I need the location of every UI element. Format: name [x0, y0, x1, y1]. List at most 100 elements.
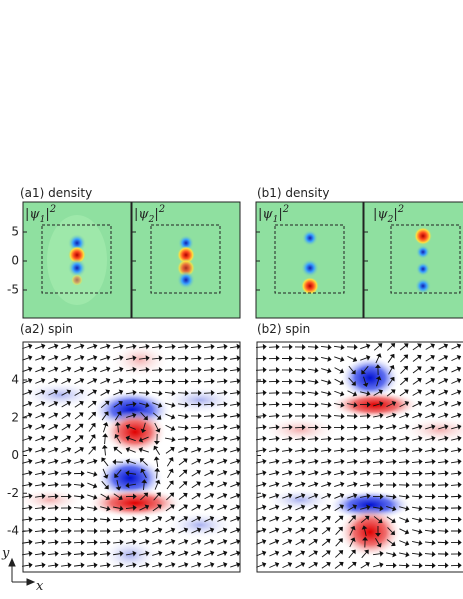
arrow-head [196, 469, 201, 475]
arrow-head [125, 435, 131, 442]
arrow-head [209, 527, 215, 533]
arrow-head [169, 504, 175, 510]
y-tick-label: 0 [11, 254, 19, 268]
arrow-head [170, 527, 176, 533]
arrow-head [444, 516, 449, 523]
arrow-head [366, 481, 371, 488]
arrow-head [54, 458, 59, 465]
arrow-head [314, 481, 319, 488]
arrow-head [197, 355, 202, 362]
arrow-head [53, 343, 59, 350]
arrow-head [365, 561, 370, 567]
arrow-head [183, 504, 188, 510]
arrow-head [366, 493, 371, 499]
arrow-head [114, 473, 119, 478]
arrow-head [184, 401, 189, 408]
arrow-head [445, 493, 449, 500]
arrow-head [301, 435, 306, 442]
arrow-head [443, 366, 449, 372]
arrow-head [78, 435, 84, 441]
arrow-head [209, 539, 215, 545]
arrow-head [198, 413, 202, 419]
arrow-head [275, 424, 280, 431]
arrow-head [66, 423, 71, 429]
panel-label: (b1) density [257, 186, 329, 200]
arrow-head [223, 366, 228, 373]
arrow-head [261, 527, 267, 534]
arrow-head [145, 562, 150, 568]
arrow-head [80, 458, 85, 465]
y-tick-label: 2 [11, 410, 19, 424]
arrow-head [80, 493, 85, 500]
arrow-head [392, 447, 397, 454]
arrow-head [236, 378, 241, 385]
arrow-head [313, 515, 318, 522]
arrow-head [223, 435, 228, 442]
arrow-head [170, 425, 176, 432]
arrow-head [392, 424, 397, 430]
arrow-head [338, 526, 343, 532]
arrow-head [379, 562, 384, 568]
arrow-head [444, 505, 449, 511]
arrow-head [184, 435, 189, 442]
arrow-head [79, 389, 84, 395]
arrow-head [287, 550, 293, 556]
arrow-head [157, 527, 163, 533]
arrow-head [418, 528, 423, 535]
arrow-head [66, 400, 71, 407]
arrow-head [393, 482, 397, 488]
arrow-head [53, 435, 59, 441]
arrow-head [66, 389, 72, 395]
arrow-head [183, 446, 189, 453]
arrow-head [301, 424, 306, 431]
arrow-head [262, 355, 267, 362]
arrow-head [132, 343, 137, 350]
arrow-head [274, 538, 280, 545]
arrow-head [390, 530, 396, 536]
arrow-head [158, 390, 163, 397]
arrow-head [327, 367, 332, 374]
arrow-head [132, 562, 137, 568]
arrow-head [171, 436, 176, 443]
spin-map [257, 342, 463, 572]
arrow-head [375, 533, 381, 537]
arrow-head [93, 516, 98, 523]
arrow-head [431, 505, 436, 512]
arrow-head [27, 401, 33, 407]
arrow-head [182, 458, 188, 464]
arrow-head [404, 540, 410, 546]
arrow-head [366, 458, 371, 465]
arrow-head [430, 400, 436, 407]
arrow-head [288, 458, 293, 465]
arrow-head [185, 378, 189, 385]
arrow-head [418, 493, 423, 500]
arrow-head [456, 401, 462, 407]
arrow-head [27, 378, 33, 384]
arrow-head [456, 389, 462, 395]
arrow-head [300, 493, 306, 499]
arrow-head [141, 479, 148, 484]
arrow-head [444, 528, 449, 535]
arrow-head [287, 527, 293, 533]
arrow-head [93, 550, 98, 557]
arrow-head [66, 446, 72, 453]
arrow-head [351, 369, 356, 375]
arrow-head [444, 447, 449, 454]
arrow-head [90, 434, 96, 439]
arrow-head [27, 366, 33, 373]
arrow-head [196, 481, 201, 487]
arrow-head [53, 389, 59, 395]
arrow-head [235, 516, 241, 522]
arrow-head [301, 413, 306, 419]
arrow-head [210, 366, 215, 373]
arrow-head [457, 493, 462, 500]
arrow-head [351, 380, 356, 386]
arrow-head [300, 561, 306, 568]
arrow-head [289, 390, 293, 396]
arrow-head [54, 516, 59, 523]
arrow-head [138, 437, 144, 443]
arrow-head [103, 474, 109, 479]
arrow-head [289, 367, 293, 373]
arrow-head [27, 412, 33, 418]
arrow-head [353, 413, 358, 420]
